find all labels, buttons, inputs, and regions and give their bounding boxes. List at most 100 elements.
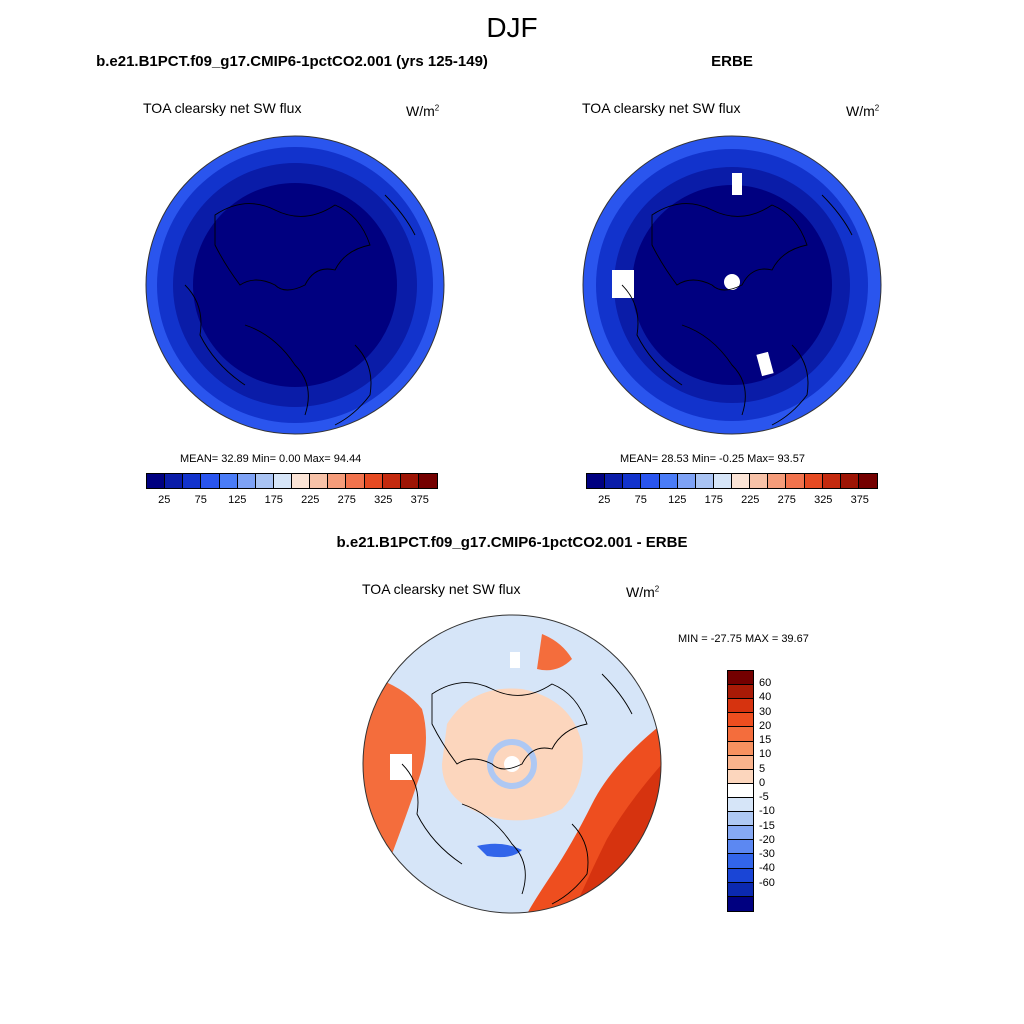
diff-colorbar-tick-label: -30 xyxy=(759,848,775,861)
colorbar-segment xyxy=(732,474,751,488)
left-coastline xyxy=(184,194,416,426)
right-colorbar xyxy=(586,473,878,489)
colorbar-tick-label: 375 xyxy=(850,494,869,506)
diff-colorbar-tick-label: 60 xyxy=(759,677,772,690)
colorbar-segment xyxy=(695,474,714,488)
colorbar-segment xyxy=(382,474,401,488)
right-missing-patch-2 xyxy=(612,270,634,298)
diff-colorbar-segment xyxy=(728,840,753,855)
diff-colorbar-tick-label: 0 xyxy=(759,776,766,789)
colorbar-segment xyxy=(713,474,732,488)
diff-colorbar xyxy=(727,670,754,912)
colorbar-segment xyxy=(237,474,256,488)
right-missing-patch-3 xyxy=(756,351,774,377)
diff-colorbar-tick-label: 5 xyxy=(759,762,766,775)
colorbar-segment xyxy=(768,474,787,488)
colorbar-segment xyxy=(840,474,859,488)
colorbar-tick-label: 75 xyxy=(634,494,647,506)
colorbar-tick-label: 325 xyxy=(374,494,393,506)
colorbar-tick-label: 175 xyxy=(264,494,283,506)
diff-panel-title: b.e21.B1PCT.f09_g17.CMIP6-1pctCO2.001 - … xyxy=(336,534,688,551)
colorbar-segment xyxy=(822,474,841,488)
diff-colorbar-tick-label: 10 xyxy=(759,748,772,761)
colorbar-tick-label: 175 xyxy=(704,494,723,506)
diff-colorbar-tick-label: -60 xyxy=(759,876,775,889)
colorbar-segment xyxy=(201,474,220,488)
colorbar-segment xyxy=(183,474,202,488)
diff-colorbar-segment xyxy=(728,826,753,841)
colorbar-segment xyxy=(328,474,347,488)
diff-pole-ring xyxy=(487,739,537,789)
left-colorbar xyxy=(146,473,438,489)
colorbar-segment xyxy=(858,474,877,488)
colorbar-segment xyxy=(677,474,696,488)
diff-colorbar-segment xyxy=(728,741,753,756)
diff-colorbar-segment xyxy=(728,812,753,827)
left-stats: MEAN= 32.89 Min= 0.00 Max= 94.44 xyxy=(180,453,362,465)
colorbar-segment xyxy=(605,474,624,488)
diff-colorbar-segment xyxy=(728,854,753,869)
colorbar-segment xyxy=(147,474,166,488)
diff-missing-patch-1 xyxy=(390,754,412,780)
diff-cool-band xyxy=(477,843,522,858)
diff-colorbar-tick-label: 15 xyxy=(759,734,772,747)
diff-warm-center xyxy=(442,688,583,821)
colorbar-segment xyxy=(273,474,292,488)
diff-colorbar-segment xyxy=(728,783,753,798)
colorbar-segment xyxy=(255,474,274,488)
diff-warm-land-north xyxy=(537,634,572,671)
diff-colorbar-segment xyxy=(728,755,753,770)
colorbar-segment xyxy=(165,474,184,488)
colorbar-tick-label: 125 xyxy=(668,494,687,506)
diff-colorbar-tick-label: 30 xyxy=(759,705,772,718)
left-units: W/m2 xyxy=(406,103,440,119)
colorbar-segment xyxy=(346,474,365,488)
main-title: DJF xyxy=(486,12,538,43)
diff-coastline xyxy=(401,673,633,905)
colorbar-segment xyxy=(623,474,642,488)
diff-colorbar-segment xyxy=(728,769,753,784)
right-pole-hole xyxy=(724,274,740,290)
colorbar-tick-label: 25 xyxy=(158,494,171,506)
diff-variable-label: TOA clearsky net SW flux xyxy=(362,581,521,597)
diff-colorbar-segment xyxy=(728,896,753,911)
right-coastline xyxy=(621,194,853,426)
right-stats: MEAN= 28.53 Min= -0.25 Max= 93.57 xyxy=(620,453,805,465)
diff-missing-patch-2 xyxy=(510,652,520,668)
colorbar-tick-label: 275 xyxy=(337,494,356,506)
colorbar-tick-label: 75 xyxy=(194,494,207,506)
colorbar-tick-label: 225 xyxy=(301,494,320,506)
right-panel-title: ERBE xyxy=(711,53,753,70)
right-map xyxy=(582,135,882,435)
colorbar-segment xyxy=(804,474,823,488)
colorbar-segment xyxy=(587,474,606,488)
colorbar-segment xyxy=(786,474,805,488)
diff-colorbar-segment xyxy=(728,882,753,897)
diff-colorbar-segment xyxy=(728,699,753,714)
diff-colorbar-segment xyxy=(728,868,753,883)
diff-colorbar-tick-label: 20 xyxy=(759,719,772,732)
right-missing-patch-1 xyxy=(732,173,742,195)
colorbar-tick-label: 25 xyxy=(598,494,611,506)
colorbar-segment xyxy=(310,474,329,488)
colorbar-segment xyxy=(400,474,419,488)
colorbar-tick-label: 375 xyxy=(410,494,429,506)
colorbar-segment xyxy=(418,474,437,488)
colorbar-segment xyxy=(750,474,769,488)
colorbar-tick-label: 125 xyxy=(228,494,247,506)
colorbar-segment xyxy=(659,474,678,488)
left-panel-title: b.e21.B1PCT.f09_g17.CMIP6-1pctCO2.001 (y… xyxy=(96,53,488,70)
diff-colorbar-segment xyxy=(728,727,753,742)
diff-colorbar-segment xyxy=(728,713,753,728)
colorbar-tick-label: 225 xyxy=(741,494,760,506)
colorbar-tick-label: 325 xyxy=(814,494,833,506)
diff-colorbar-segment xyxy=(728,797,753,813)
diff-colorbar-tick-label: -5 xyxy=(759,791,769,804)
diff-units: W/m2 xyxy=(626,584,660,600)
diff-colorbar-tick-label: -15 xyxy=(759,819,775,832)
diff-pole-hole xyxy=(504,756,520,772)
colorbar-segment xyxy=(292,474,311,488)
colorbar-segment xyxy=(641,474,660,488)
diff-colorbar-segment xyxy=(728,671,753,686)
diff-colorbar-tick-label: -20 xyxy=(759,833,775,846)
